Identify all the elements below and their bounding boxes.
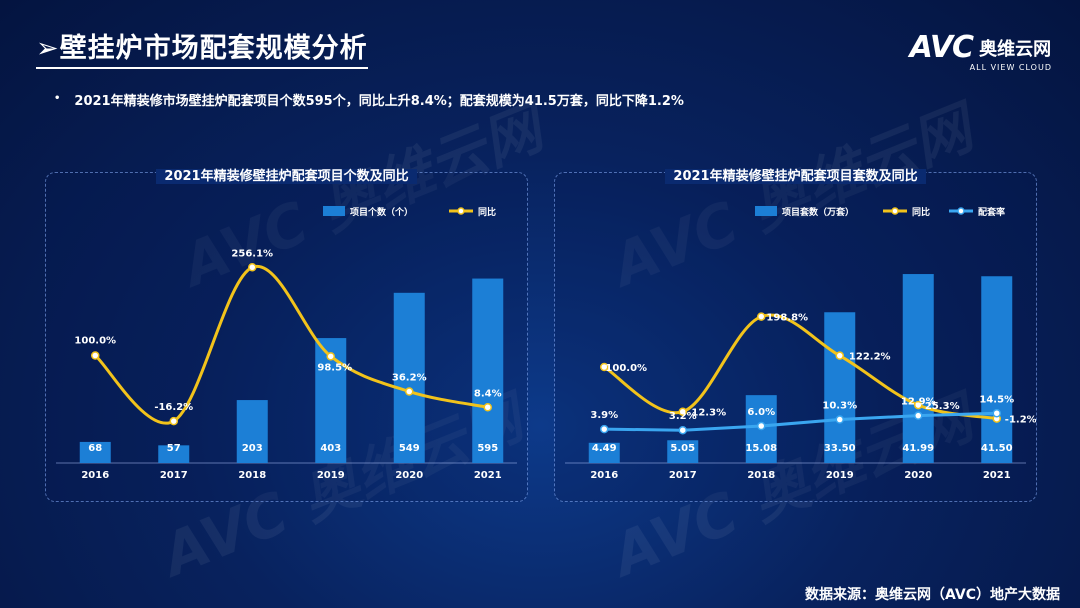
series-point bbox=[483, 403, 492, 412]
x-tick-label: 2021 bbox=[474, 470, 502, 481]
data-label: -1.2% bbox=[1005, 415, 1036, 426]
chart-panel-projects: 2021年精装修壁挂炉配套项目个数及同比 68 57 203 403 549 595 201… bbox=[45, 169, 528, 502]
series-point bbox=[600, 424, 609, 434]
series-point bbox=[678, 425, 687, 435]
brand-logo: AVC 奥维云网 ALL VIEW CLOUD bbox=[910, 30, 1052, 72]
bar bbox=[472, 278, 504, 463]
x-tick-label: 2020 bbox=[904, 470, 932, 481]
series-point bbox=[835, 415, 844, 424]
bar-value-label: 5.05 bbox=[670, 443, 695, 454]
chart-title: 2021年精装修壁挂炉配套项目个数及同比 bbox=[46, 165, 527, 184]
series-point bbox=[914, 400, 923, 410]
data-label: 3.2% bbox=[669, 411, 697, 422]
bar-value-label: 41.99 bbox=[902, 443, 934, 454]
series-line bbox=[94, 264, 489, 425]
x-tick-label: 2016 bbox=[81, 470, 109, 481]
bar-value-label: 68 bbox=[88, 443, 102, 454]
series-point bbox=[914, 411, 923, 420]
data-label: 100.0% bbox=[605, 363, 647, 374]
chart-title: 2021年精装修壁挂炉配套项目套数及同比 bbox=[555, 165, 1036, 184]
legend-swatch-bar bbox=[323, 206, 345, 216]
summary-text: 2021年精装修市场壁挂炉配套项目个数595个，同比上升8.4%；配套规模为41… bbox=[74, 94, 684, 109]
data-label: 3.9% bbox=[590, 410, 618, 421]
x-tick-label: 2018 bbox=[747, 470, 775, 481]
logo-en: ALL VIEW CLOUD bbox=[969, 63, 1052, 72]
x-tick-label: 2021 bbox=[983, 470, 1011, 481]
data-label: 25.3% bbox=[925, 401, 960, 412]
series-point bbox=[405, 387, 414, 396]
data-label: 98.5% bbox=[317, 362, 352, 373]
bar-value-label: 57 bbox=[167, 443, 181, 454]
series-point bbox=[326, 352, 335, 361]
series-point bbox=[91, 351, 100, 360]
bar-value-label: 549 bbox=[399, 443, 420, 454]
data-label: 14.5% bbox=[979, 394, 1014, 405]
data-label: 12.3% bbox=[691, 408, 726, 419]
x-tick-label: 2016 bbox=[590, 470, 618, 481]
data-label: 122.2% bbox=[849, 352, 891, 363]
legend-label: 同比 bbox=[478, 206, 496, 218]
series-point bbox=[835, 351, 844, 360]
data-label: 36.2% bbox=[392, 373, 427, 384]
series-point bbox=[757, 312, 766, 321]
series-point bbox=[992, 409, 1001, 418]
bar bbox=[667, 440, 699, 463]
series-line bbox=[604, 411, 997, 432]
bullet-dot-icon: • bbox=[54, 93, 61, 104]
bar-value-label: 403 bbox=[320, 443, 341, 454]
bar bbox=[981, 276, 1013, 463]
bar-value-label: 4.49 bbox=[592, 443, 617, 454]
data-label: 198.8% bbox=[766, 313, 808, 324]
legend-label: 配套率 bbox=[978, 206, 1005, 218]
series-point bbox=[169, 416, 178, 426]
bar bbox=[236, 400, 268, 463]
series-point bbox=[678, 407, 687, 416]
legend-label: 同比 bbox=[912, 206, 930, 218]
bar bbox=[588, 442, 620, 463]
legend-swatch-point bbox=[957, 207, 965, 215]
legend-swatch-point bbox=[891, 207, 899, 215]
x-tick-label: 2019 bbox=[826, 470, 854, 481]
data-label: 12.9% bbox=[901, 397, 936, 408]
bar bbox=[902, 274, 934, 463]
x-tick-label: 2017 bbox=[160, 470, 188, 481]
legend-swatch-point bbox=[457, 207, 465, 215]
legend-swatch-bar bbox=[755, 206, 777, 216]
data-label: 6.0% bbox=[747, 407, 775, 418]
series-point bbox=[757, 421, 766, 431]
x-tick-label: 2020 bbox=[395, 470, 423, 481]
summary-bullet: • 2021年精装修市场壁挂炉配套项目个数595个，同比上升8.4%；配套规模为… bbox=[54, 90, 684, 109]
chart-panel-units: 2021年精装修壁挂炉配套项目套数及同比 4.49 5.05 15.08 33.50 4… bbox=[554, 169, 1037, 502]
data-source: 数据来源：奥维云网（AVC）地产大数据 bbox=[805, 587, 1060, 603]
page-title-text: 壁挂炉市场配套规模分析 bbox=[59, 33, 368, 64]
bar-value-label: 203 bbox=[242, 443, 263, 454]
x-tick-label: 2019 bbox=[317, 470, 345, 481]
data-label: 10.3% bbox=[822, 401, 857, 412]
bar bbox=[393, 292, 425, 463]
data-label: 100.0% bbox=[74, 336, 116, 347]
legend-label: 项目套数（万套） bbox=[782, 206, 854, 218]
bar bbox=[824, 312, 856, 463]
logo-cn: 奥维云网 bbox=[979, 38, 1052, 60]
x-tick-label: 2017 bbox=[669, 470, 697, 481]
page-title: ➢壁挂炉市场配套规模分析 bbox=[36, 26, 368, 69]
data-label: 256.1% bbox=[231, 248, 273, 259]
bar bbox=[79, 441, 111, 463]
series-point bbox=[600, 362, 609, 372]
data-label: 8.4% bbox=[474, 388, 502, 399]
bar-value-label: 33.50 bbox=[824, 443, 856, 454]
data-label: -16.2% bbox=[154, 402, 193, 413]
logo-mark: AVC bbox=[909, 30, 974, 65]
x-tick-label: 2018 bbox=[238, 470, 266, 481]
bar-value-label: 15.08 bbox=[745, 443, 777, 454]
legend-label: 项目个数（个） bbox=[350, 206, 413, 218]
bar-value-label: 41.50 bbox=[981, 443, 1013, 454]
bar bbox=[158, 445, 190, 463]
bar-value-label: 595 bbox=[477, 443, 498, 454]
series-point bbox=[248, 263, 257, 272]
chart-projects: 68 57 203 403 549 595 2016 2017 2018 2019 2020 2021… bbox=[56, 206, 517, 481]
chart-units: 4.49 5.05 15.08 33.50 41.99 41.50 2016 2017 2018… bbox=[565, 206, 1036, 481]
